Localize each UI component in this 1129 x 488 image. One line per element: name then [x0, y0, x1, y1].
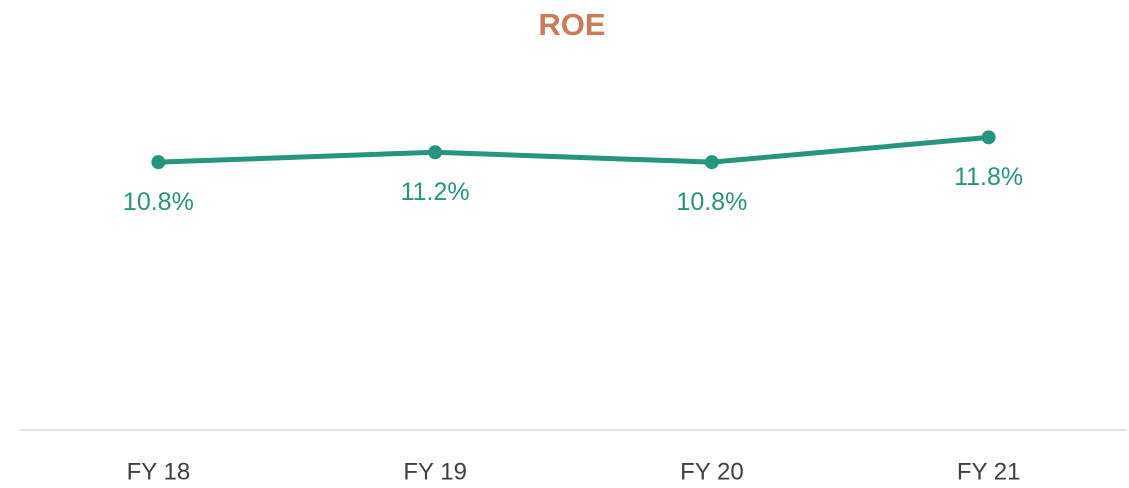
data-label: 10.8% [676, 188, 747, 216]
chart-title: ROE [538, 7, 605, 42]
point [428, 145, 443, 160]
point [151, 155, 166, 170]
x-tick-label: FY 21 [957, 458, 1021, 485]
x-tick-label: FY 18 [127, 458, 191, 485]
x-tick-label: FY 19 [403, 458, 467, 485]
data-label: 11.2% [401, 178, 470, 206]
data-label: 11.8% [954, 163, 1023, 191]
point [704, 155, 719, 170]
data-label: 10.8% [123, 188, 194, 216]
x-tick-label: FY 20 [680, 458, 744, 485]
point [981, 130, 996, 145]
line [158, 134, 989, 165]
